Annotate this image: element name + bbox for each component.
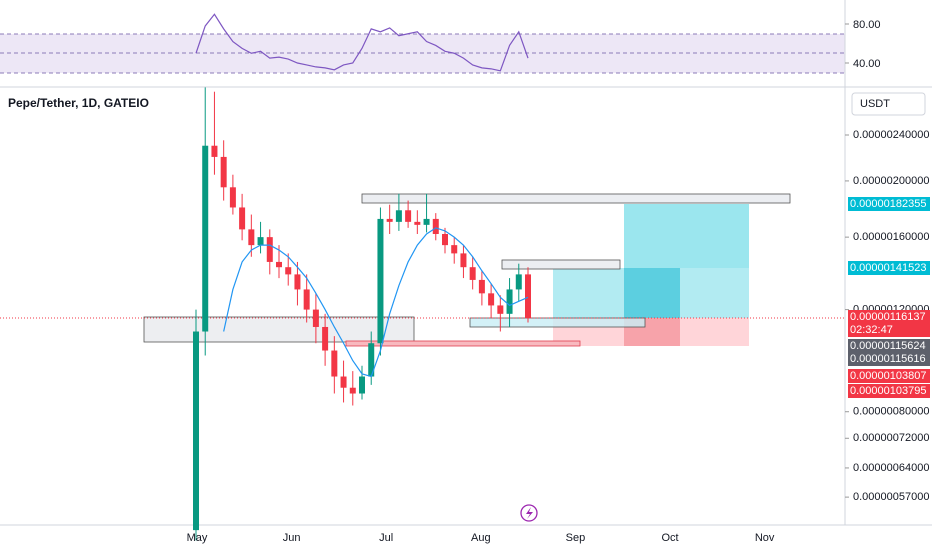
candle-body: [239, 207, 246, 230]
candle-body: [229, 187, 236, 208]
zone-rect: [143, 316, 415, 343]
candle-body: [478, 279, 485, 294]
candle-body: [220, 156, 227, 188]
candle-body: [451, 245, 458, 254]
long-target-2: [624, 204, 749, 268]
price-badge: 0.00000182355: [848, 197, 930, 211]
y-tick-label: 0.00000072000: [853, 432, 929, 444]
currency-box[interactable]: [851, 92, 926, 116]
x-tick-label: Oct: [661, 532, 678, 544]
support-rect: [469, 317, 646, 328]
candle-body: [349, 387, 356, 394]
y-tick-label: 0.00000057000: [853, 491, 929, 503]
resistance-rect-2: [501, 259, 621, 270]
candle-body: [322, 326, 329, 351]
symbol-title[interactable]: Pepe/Tether, 1D, GATEIO: [8, 96, 149, 110]
candle-body: [377, 218, 384, 344]
price-badge: 0.00000115616: [848, 352, 930, 366]
y-tick-label: 0.00000160000: [853, 231, 929, 243]
candle-body: [276, 261, 282, 268]
y-tick-label: 0.00000080000: [853, 406, 929, 418]
price-badge: 0.00000116137: [848, 310, 930, 324]
candle-body: [515, 274, 522, 290]
candle-body: [211, 145, 218, 157]
candle-body: [432, 218, 439, 235]
red-rect: [345, 340, 581, 347]
y-tick-label: 0.00000200000: [853, 175, 929, 187]
candle-body: [303, 289, 310, 310]
price-badge: 0.00000141523: [848, 261, 930, 275]
candle-body: [266, 237, 273, 262]
lightning-bolt: [526, 507, 533, 519]
candle-body: [414, 221, 421, 225]
price-badge: 0.00000115624: [848, 339, 930, 353]
candle-body: [331, 350, 338, 377]
candle-body: [460, 253, 467, 268]
candle-body: [193, 331, 199, 531]
rsi-tick-label: 80.00: [853, 19, 881, 31]
x-tick-label: Nov: [755, 532, 775, 544]
candle-body: [368, 343, 375, 377]
rsi-line: [195, 13, 529, 72]
price-badge: 02:32:47: [848, 323, 930, 337]
candles: [193, 87, 531, 541]
candle-body: [312, 309, 319, 327]
price-badge: 0.00000103795: [848, 384, 930, 398]
price-badge: 0.00000103807: [848, 369, 930, 383]
long-overlap: [624, 268, 680, 318]
candle-body: [405, 210, 412, 222]
rsi-tick-label: 40.00: [853, 58, 881, 70]
candle-body: [506, 289, 513, 314]
candle-body: [497, 305, 504, 314]
x-tick-label: Sep: [566, 532, 586, 544]
candle-body: [386, 218, 393, 222]
candle-body: [423, 218, 430, 225]
candle-body: [202, 145, 209, 332]
candle-body: [469, 267, 476, 280]
x-tick-label: May: [187, 532, 208, 544]
x-tick-label: Jun: [283, 532, 301, 544]
candle-body: [285, 267, 292, 275]
x-tick-label: Aug: [471, 532, 491, 544]
y-tick-label: 0.00000064000: [853, 462, 929, 474]
candle-body: [525, 274, 531, 319]
currency-label[interactable]: USDT: [860, 98, 890, 110]
candle-body: [248, 229, 255, 246]
candle-body: [257, 237, 264, 246]
lightning-icon[interactable]: [520, 504, 538, 522]
candle-body: [395, 210, 402, 222]
moving-average: [223, 227, 529, 378]
candle-body: [359, 376, 365, 394]
candle-body: [294, 274, 301, 290]
candle-body: [340, 376, 347, 388]
y-tick-label: 0.00000240000: [853, 129, 929, 141]
resistance-rect: [361, 193, 791, 204]
x-tick-label: Jul: [379, 532, 393, 544]
candle-body: [442, 234, 448, 246]
candle-body: [488, 293, 495, 306]
